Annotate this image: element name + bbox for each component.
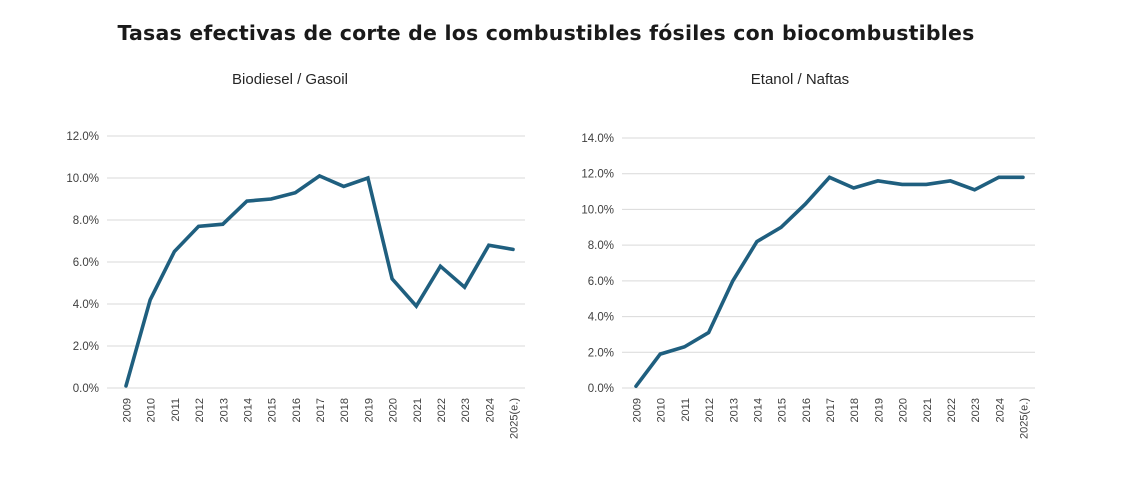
x-axis-tick-label: 2024	[994, 398, 1006, 422]
line-chart-biodiesel-gasoil: 0.0% 2.0% 4.0% 6.0% 8.0% 10.0% 12.0% 2009 2010 20…	[66, 131, 525, 439]
x-axis-tick-label: 2025(e.)	[509, 398, 521, 439]
y-axis-tick-label: 14.0%	[581, 133, 614, 145]
x-axis-tick-label: 2009	[632, 398, 644, 422]
y-axis-tick-label: 10.0%	[581, 204, 614, 216]
x-axis-tick-label: 2023	[460, 398, 472, 422]
x-axis-tick-label: 2014	[752, 398, 764, 422]
x-axis-tick-label: 2014	[242, 398, 254, 422]
x-axis-tick-label: 2010	[146, 398, 158, 422]
x-axis-tick-label: 2011	[680, 398, 692, 422]
y-axis-tick-label: 6.0%	[588, 276, 614, 288]
x-axis-tick-label: 2017	[825, 398, 837, 422]
x-axis-tick-label: 2023	[970, 398, 982, 422]
x-axis-tick-label: 2012	[194, 398, 206, 422]
x-axis-tick-label: 2019	[873, 398, 885, 422]
data-line-etanol-naftas	[634, 175, 1025, 389]
x-axis-tick-label: 2019	[363, 398, 375, 422]
x-axis-tick-label: 2022	[946, 398, 958, 422]
y-axis-tick-label: 12.0%	[66, 131, 99, 143]
x-axis-tick-label: 2015	[267, 398, 279, 422]
x-axis-tick-label: 2020	[388, 398, 400, 422]
y-axis-tick-label: 8.0%	[588, 240, 614, 252]
x-axis-tick-label: 2009	[122, 398, 134, 422]
y-axis-tick-label: 10.0%	[66, 173, 99, 185]
x-axis-tick-label: 2012	[704, 398, 716, 422]
x-axis-tick-label: 2016	[291, 398, 303, 422]
chart-title-biodiesel-gasoil: Biodiesel / Gasoil	[232, 71, 348, 88]
x-axis-tick-label: 2015	[777, 398, 789, 422]
y-axis-tick-label: 2.0%	[588, 347, 614, 359]
x-axis-tick-label: 2018	[849, 398, 861, 422]
data-line-biodiesel-gasoil	[124, 173, 515, 388]
x-axis-tick-label: 2020	[898, 398, 910, 422]
y-axis-tick-label: 8.0%	[73, 215, 99, 227]
x-axis-tick-label: 2022	[436, 398, 448, 422]
chart-title-etanol-naftas: Etanol / Naftas	[750, 71, 850, 88]
x-axis-tick-label: 2021	[922, 398, 934, 422]
y-axis-tick-label: 4.0%	[73, 299, 99, 311]
x-axis-tick-label: 2016	[801, 398, 813, 422]
y-axis-tick-label: 0.0%	[588, 383, 614, 395]
x-axis-tick-label: 2013	[728, 398, 740, 422]
x-axis-tick-label: 2021	[412, 398, 424, 422]
line-chart-etanol-naftas: 0.0% 2.0% 4.0% 6.0% 8.0% 10.0% 12.0% 14.0% 2009 2…	[581, 133, 1035, 439]
y-axis-tick-label: 0.0%	[73, 383, 99, 395]
x-axis-tick-label: 2011	[170, 398, 182, 422]
y-axis-tick-label: 2.0%	[73, 341, 99, 353]
x-axis-tick-label: 2024	[484, 398, 496, 422]
y-axis-tick-label: 4.0%	[588, 312, 614, 324]
x-axis-tick-label: 2025(e.)	[1019, 398, 1031, 439]
page-title: Tasas efectivas de corte de los combusti…	[117, 21, 975, 45]
y-axis-tick-label: 12.0%	[581, 169, 614, 181]
y-axis-tick-label: 6.0%	[73, 257, 99, 269]
x-axis-tick-label: 2018	[339, 398, 351, 422]
x-axis-tick-label: 2013	[218, 398, 230, 422]
x-axis-tick-label: 2010	[656, 398, 668, 422]
x-axis-tick-label: 2017	[315, 398, 327, 422]
